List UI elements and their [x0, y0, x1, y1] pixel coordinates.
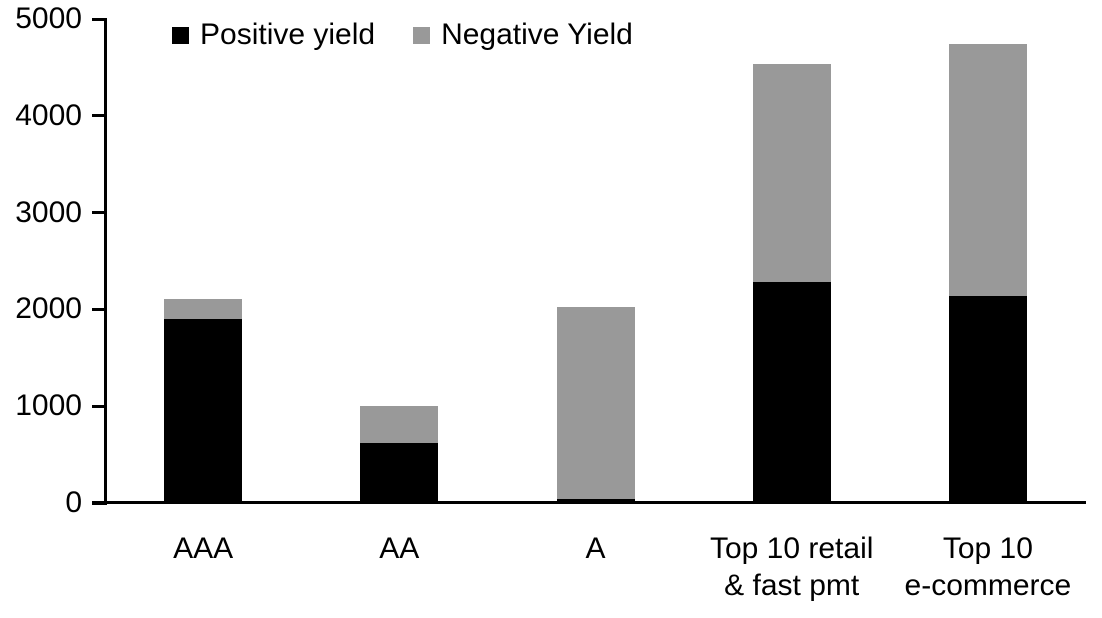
x-category-label: AA: [379, 532, 420, 565]
y-tick-mark: [92, 404, 105, 408]
plot-area: [105, 19, 1086, 503]
y-tick-mark: [92, 114, 105, 118]
y-tick-label: 3000: [15, 195, 82, 229]
chart-legend: Positive yield Negative Yield: [172, 17, 633, 53]
bar-segment-positive: [164, 319, 243, 503]
bar-segment-positive: [556, 499, 635, 503]
y-tick-label: 0: [65, 486, 82, 519]
y-tick-label: 1000: [15, 389, 82, 423]
x-category-label: Top 10 e-commerce: [904, 532, 1072, 602]
legend-item-negative-yield: Negative Yield: [413, 17, 633, 53]
y-tick-label: 2000: [15, 292, 82, 326]
bar-segment-positive: [752, 282, 831, 503]
y-tick-label: 4000: [15, 98, 82, 132]
x-category-label: Top 10 retail & fast pmt: [709, 532, 874, 602]
positive-yield-swatch: [172, 26, 189, 44]
y-tick-mark: [92, 17, 105, 21]
legend-label-negative-yield: Negative Yield: [441, 18, 633, 51]
bar-segment-negative: [948, 44, 1027, 296]
y-axis-line: [104, 18, 107, 505]
y-tick-mark: [92, 307, 105, 311]
x-category-label: A: [585, 532, 606, 565]
y-tick-mark: [92, 211, 105, 215]
bar-segment-negative: [360, 406, 439, 443]
bar-segment-negative: [752, 63, 831, 283]
legend-label-positive-yield: Positive yield: [200, 18, 376, 51]
bar-segment-negative: [164, 298, 243, 320]
negative-yield-swatch: [413, 26, 431, 44]
bar-segment-positive: [948, 295, 1027, 503]
x-category-label: AAA: [173, 532, 234, 565]
y-tick-label: 5000: [15, 2, 82, 35]
bar-segment-positive: [360, 442, 439, 503]
bar-segment-negative: [556, 306, 635, 500]
legend-item-positive-yield: Positive yield: [172, 17, 375, 53]
